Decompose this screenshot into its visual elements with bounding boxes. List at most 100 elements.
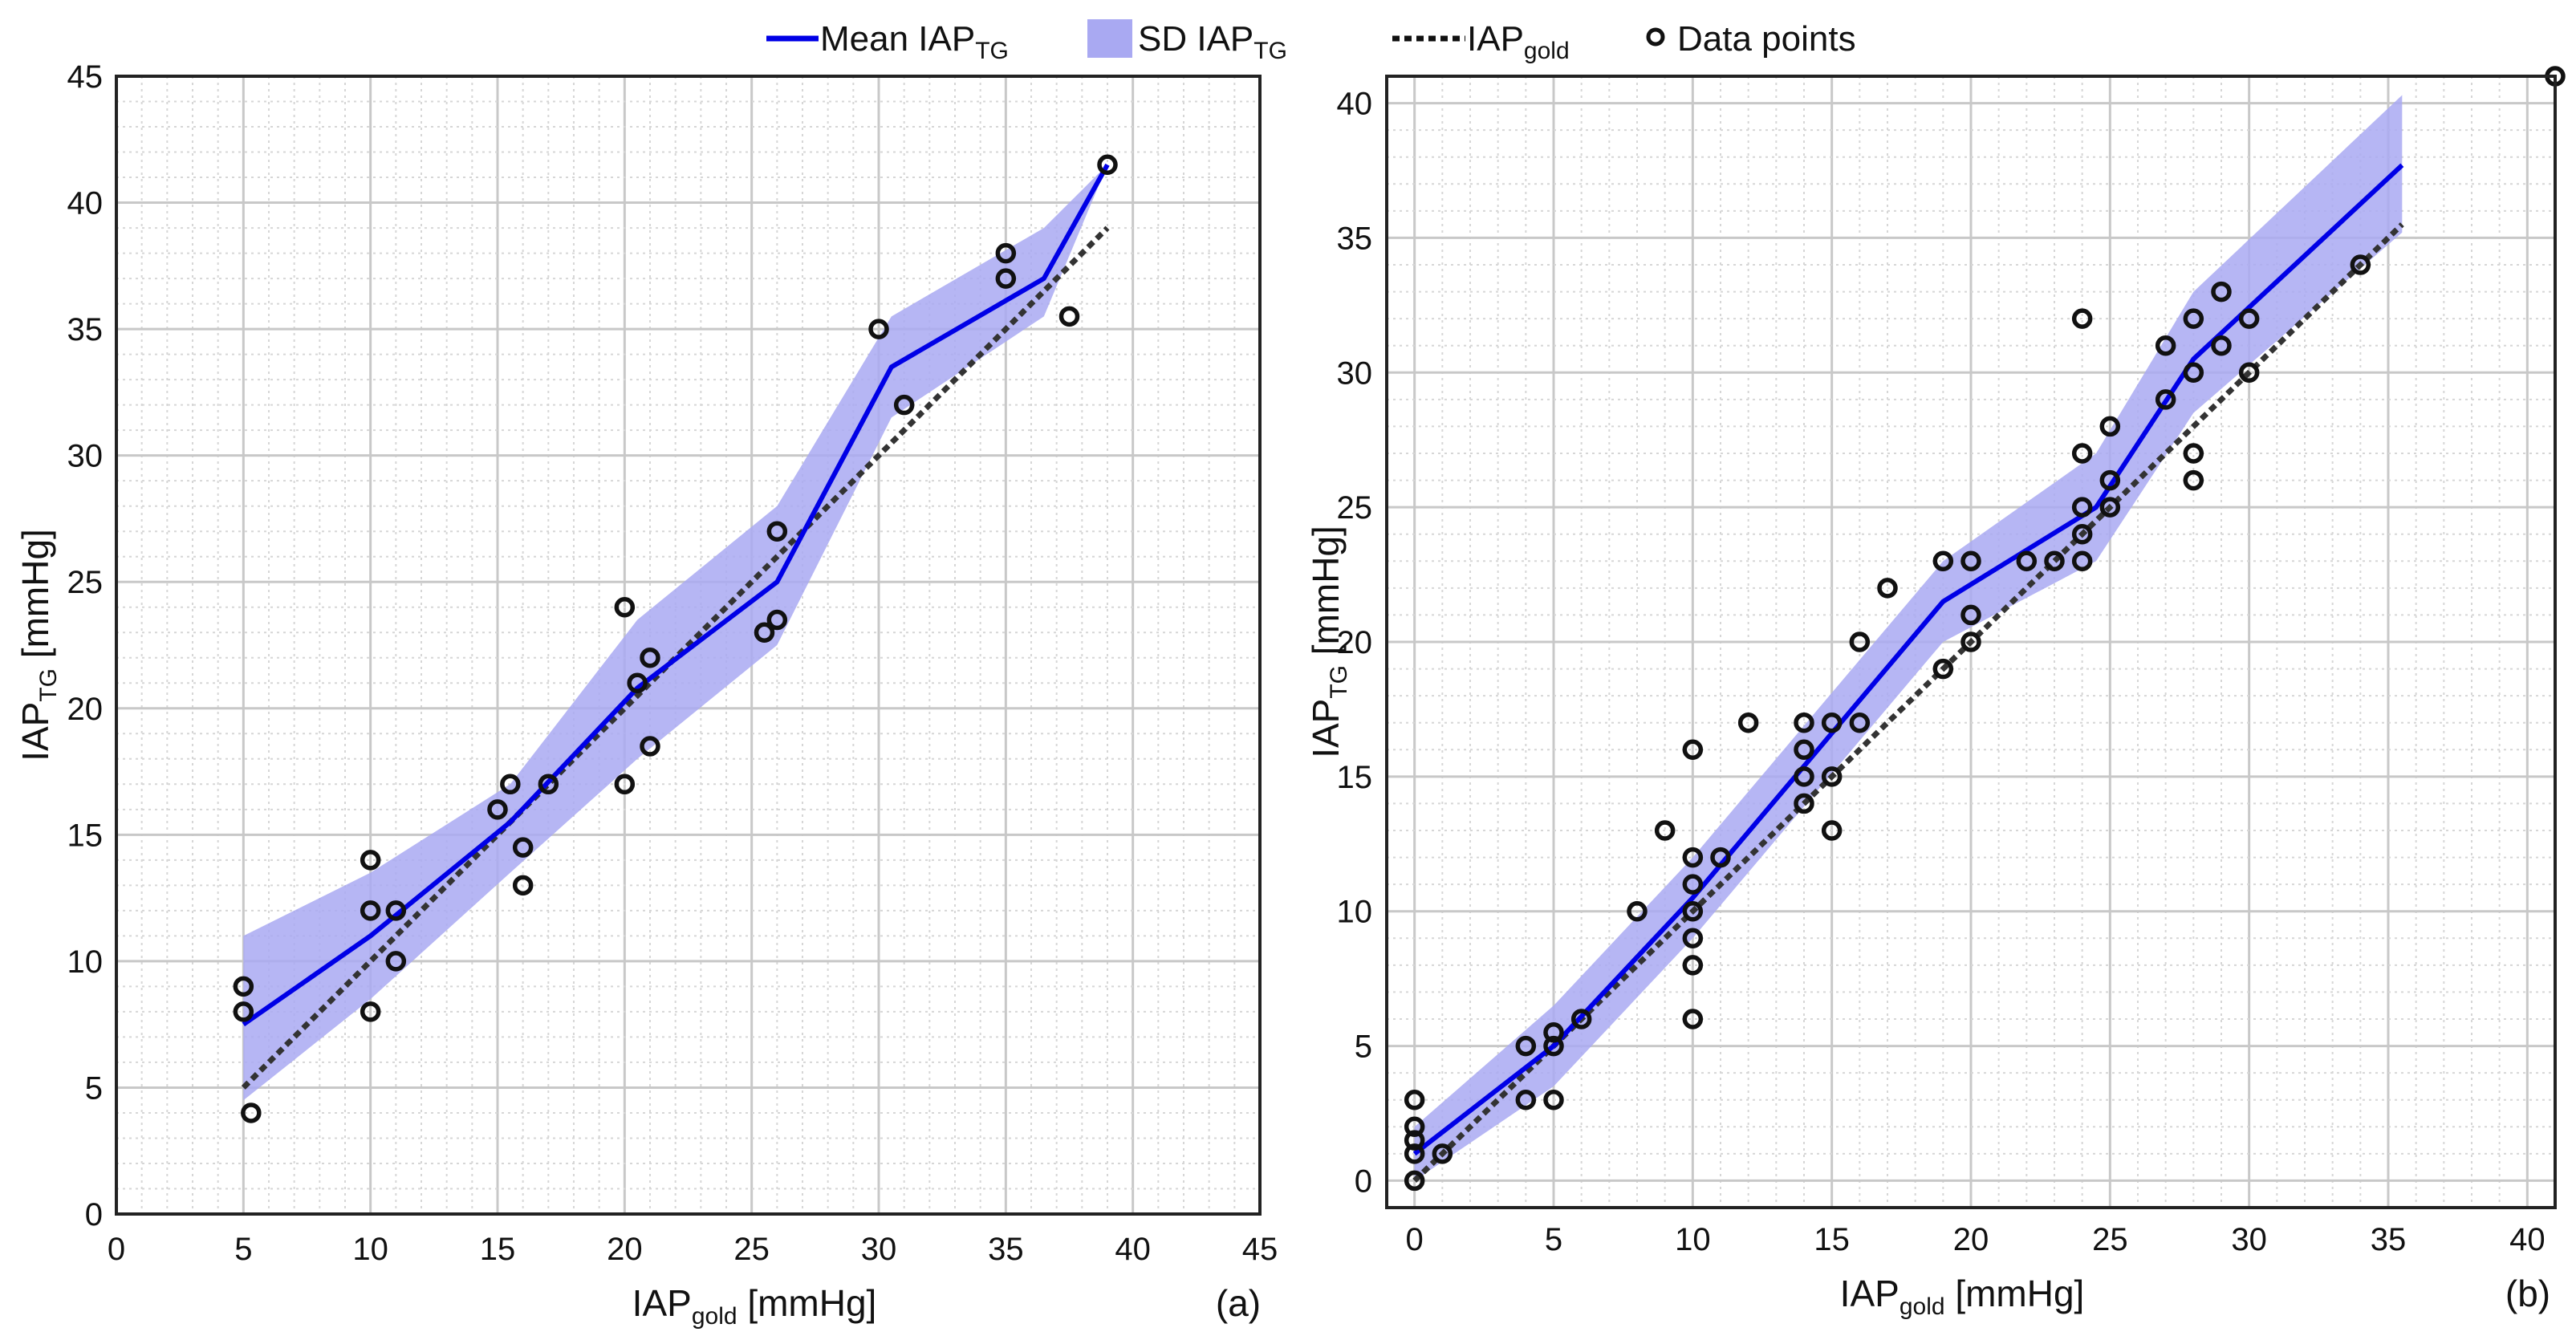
- data-point: [1821, 766, 1843, 787]
- legend-points-text: Data points: [1677, 19, 1856, 59]
- data-point: [2211, 335, 2232, 356]
- data-point: [2155, 389, 2176, 410]
- data-point: [1404, 1130, 1425, 1151]
- data-point: [640, 736, 660, 757]
- x-tick-label: 15: [1814, 1222, 1850, 1257]
- sd-band: [1414, 95, 2403, 1181]
- data-point: [2155, 335, 2176, 356]
- y-tick-label: 5: [1355, 1029, 1372, 1065]
- data-point: [2071, 550, 2093, 572]
- x-tick-label: 20: [1953, 1222, 1989, 1257]
- data-point: [1543, 1035, 1564, 1057]
- x-tick-label: 35: [2371, 1222, 2407, 1257]
- legend: Mean IAPTG SD IAPTG IAPgold Data points: [766, 19, 1856, 64]
- y-tick-label: 20: [1337, 625, 1373, 660]
- y-tick-label: 0: [85, 1197, 103, 1232]
- tick-labels-a: 0 5 10 15 20 25 30 35 40 45 0 5 10 15 20 25 30 35 40 45: [67, 59, 1278, 1267]
- x-tick-label: 0: [1406, 1222, 1424, 1257]
- data-point: [868, 319, 889, 339]
- mean-line: [1412, 163, 2404, 1156]
- legend-points-marker: [1646, 27, 1665, 47]
- data-point: [1960, 631, 1981, 652]
- data-point: [1570, 1009, 1592, 1029]
- data-point: [1543, 1089, 1564, 1111]
- data-point: [241, 1102, 262, 1123]
- data-point: [2099, 497, 2121, 518]
- data-point: [1543, 1022, 1564, 1043]
- y-tick-label: 35: [1337, 221, 1373, 256]
- data-point: [2099, 416, 2121, 437]
- x-axis-title-a: IAPgold [mmHg]: [632, 1282, 877, 1330]
- y-tick-label: 40: [67, 186, 104, 221]
- data-point: [1404, 1116, 1425, 1138]
- x-tick-label: 5: [1545, 1222, 1562, 1257]
- y-tick-label: 15: [67, 818, 104, 853]
- gold-reference-line: [241, 225, 1110, 1090]
- data-point: [995, 242, 1017, 264]
- data-point: [1627, 900, 1648, 922]
- x-tick-label: 40: [1115, 1232, 1151, 1267]
- data-point: [2071, 497, 2093, 518]
- data-point: [1682, 1009, 1704, 1029]
- data-point: [1932, 658, 1954, 680]
- data-point: [640, 648, 660, 668]
- data-point: [1404, 1089, 1425, 1111]
- x-tick-label: 40: [2509, 1222, 2546, 1257]
- x-tick-label: 25: [2092, 1222, 2128, 1257]
- data-point: [1432, 1143, 1453, 1164]
- tick-labels-b: 0 5 10 15 20 25 30 35 40 0 5 10 15 20 25 30 35 40: [1337, 87, 2546, 1257]
- x-tick-label: 5: [234, 1232, 252, 1267]
- data-point: [1654, 820, 1676, 841]
- data-point: [385, 951, 407, 972]
- x-tick-label: 10: [1675, 1222, 1711, 1257]
- data-point: [893, 394, 915, 416]
- data-point: [1097, 154, 1118, 176]
- series-a: [233, 154, 1118, 1123]
- x-tick-label: 30: [861, 1232, 897, 1267]
- data-point: [1710, 847, 1731, 868]
- data-point: [512, 837, 534, 858]
- chart-panel-a: 0 5 10 15 20 25 30 35 40 45 0 5 10 15 20 25 30 35 40 45 IAP…: [14, 59, 1278, 1330]
- x-tick-label: 0: [108, 1232, 125, 1267]
- data-point: [614, 774, 636, 795]
- data-point: [1515, 1089, 1537, 1111]
- data-point: [1960, 604, 1981, 626]
- data-point: [1849, 631, 1871, 652]
- data-point: [2350, 254, 2371, 275]
- data-point: [1682, 874, 1704, 895]
- data-point: [1682, 928, 1704, 949]
- x-tick-label: 35: [988, 1232, 1024, 1267]
- data-point: [2238, 308, 2260, 329]
- data-point: [2044, 550, 2065, 572]
- data-point: [1877, 578, 1898, 599]
- data-point: [512, 875, 534, 896]
- data-point: [360, 850, 381, 871]
- y-tick-label: 5: [85, 1070, 103, 1106]
- data-point: [1821, 820, 1843, 841]
- data-point: [1794, 739, 1814, 761]
- data-point: [614, 596, 636, 618]
- data-point: [2238, 362, 2260, 384]
- data-point: [995, 268, 1017, 289]
- data-point: [1682, 955, 1704, 976]
- data-point: [1404, 1143, 1425, 1164]
- data-point: [1682, 900, 1704, 922]
- legend-sd-swatch: [1087, 19, 1132, 58]
- x-tick-label: 10: [352, 1232, 388, 1267]
- data-point: [1960, 550, 1981, 572]
- x-axis-title-b: IAPgold [mmHg]: [1840, 1273, 2085, 1320]
- y-tick-label: 15: [1337, 760, 1373, 795]
- y-tick-label: 10: [67, 944, 104, 980]
- data-point: [1058, 306, 1080, 327]
- legend-mean-text: Mean IAPTG: [820, 19, 1009, 64]
- data-point: [1515, 1035, 1537, 1057]
- data-point: [1682, 739, 1704, 761]
- data-point: [2183, 362, 2204, 384]
- data-point: [2183, 308, 2204, 329]
- y-tick-label: 25: [1337, 490, 1373, 526]
- x-tick-label: 25: [733, 1232, 770, 1267]
- panel-label-b: (b): [2505, 1273, 2550, 1314]
- data-point: [1404, 1170, 1425, 1192]
- y-tick-label: 35: [67, 312, 104, 347]
